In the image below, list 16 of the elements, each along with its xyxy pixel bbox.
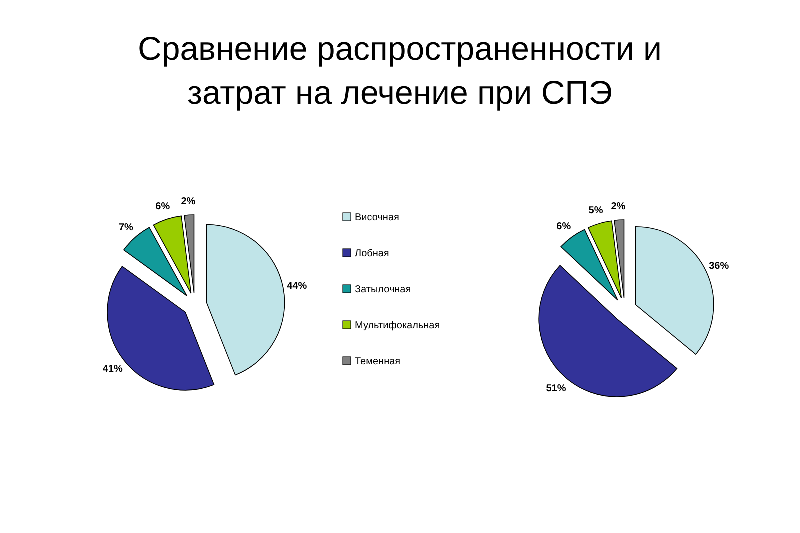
chart-title: Сравнение распространенности и затрат на лечение при СПЭ bbox=[138, 30, 662, 111]
data-label: 44% bbox=[287, 281, 308, 292]
data-label: 2% bbox=[611, 202, 626, 213]
data-label: 2% bbox=[181, 196, 196, 208]
data-label: 7% bbox=[118, 222, 134, 234]
legend-label: Мультифокальная bbox=[355, 320, 440, 332]
legend-label: Височная bbox=[355, 212, 400, 224]
data-label: 6% bbox=[156, 202, 170, 213]
data-label: 51% bbox=[546, 384, 566, 395]
legend-label: Затылочная bbox=[355, 284, 412, 296]
data-label: 36% bbox=[709, 261, 730, 272]
data-label: 5% bbox=[588, 206, 604, 217]
legend-label: Лобная bbox=[355, 248, 390, 260]
legend-label: Теменная bbox=[355, 356, 401, 368]
data-label: 41% bbox=[102, 364, 123, 376]
data-label: 6% bbox=[556, 221, 572, 232]
